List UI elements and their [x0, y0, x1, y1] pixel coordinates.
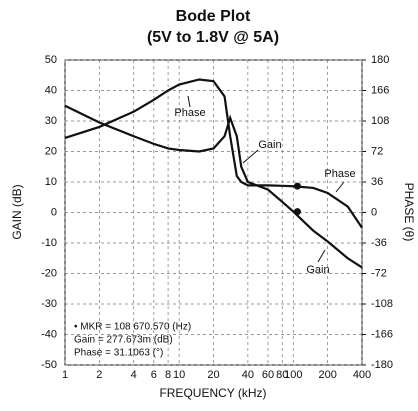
y-tick-label: -30	[41, 298, 57, 310]
y2-tick-label: 36	[371, 176, 383, 188]
y-tick-label: 20	[45, 145, 57, 157]
x-tick-label: 80	[276, 369, 288, 381]
annotation: Gain	[258, 139, 281, 151]
chart-title: Bode Plot	[176, 8, 251, 25]
y-axis-title: GAIN (dB)	[10, 184, 24, 239]
y2-tick-label: -108	[371, 298, 393, 310]
chart-subtitle: (5V to 1.8V @ 5A)	[147, 29, 279, 46]
marker-readout: Phase = 31.1063 (°)	[74, 348, 163, 359]
y-tick-label: -40	[41, 328, 57, 340]
y-tick-label: 50	[45, 54, 57, 66]
y2-tick-label: -180	[371, 359, 393, 371]
x-tick-label: 1	[62, 369, 68, 381]
x-tick-label: 20	[207, 369, 219, 381]
y2-tick-label: -72	[371, 267, 387, 279]
x-tick-label: 100	[284, 369, 302, 381]
annotation-arrow	[335, 181, 345, 193]
marker-readout: • MKR = 108 670.570 (Hz)	[74, 322, 191, 333]
x-tick-label: 40	[242, 369, 254, 381]
annotation-arrow	[317, 249, 326, 263]
x-tick-label: 200	[318, 369, 336, 381]
y-tick-label: 10	[45, 176, 57, 188]
x-tick-label: 2	[96, 369, 102, 381]
y2-tick-label: 0	[371, 206, 377, 218]
y2-tick-label: -36	[371, 237, 387, 249]
annotation-arrow	[187, 95, 191, 108]
annotation-arrow	[242, 149, 259, 164]
y-tick-label: 0	[51, 206, 57, 218]
annotation: Phase	[174, 107, 205, 119]
y2-tick-label: 108	[371, 115, 389, 127]
x-axis-title: FREQUENCY (kHz)	[159, 386, 266, 400]
marker-dot	[293, 208, 301, 216]
y-tick-label: -20	[41, 267, 57, 279]
x-tick-label: 60	[262, 369, 274, 381]
y-tick-label: 40	[45, 84, 57, 96]
marker-dot	[293, 182, 301, 190]
x-tick-label: 400	[353, 369, 371, 381]
x-tick-label: 8	[165, 369, 171, 381]
y2-axis-title: PHASE (θ)	[402, 183, 416, 242]
annotation: Gain	[306, 264, 329, 276]
series-line	[64, 104, 363, 269]
y-tick-label: -50	[41, 359, 57, 371]
y2-tick-label: 166	[371, 84, 389, 96]
y2-tick-label: 72	[371, 145, 383, 157]
x-tick-label: 10	[173, 369, 185, 381]
x-tick-label: 6	[151, 369, 157, 381]
annotation: Phase	[324, 168, 355, 180]
y2-tick-label: 180	[371, 54, 389, 66]
marker-readout: Gain = 277.673m (dB)	[74, 335, 173, 346]
x-tick-label: 4	[131, 369, 137, 381]
series-line	[64, 78, 363, 229]
y-tick-label: 30	[45, 115, 57, 127]
y2-tick-label: -166	[371, 328, 393, 340]
y-tick-label: -10	[41, 237, 57, 249]
